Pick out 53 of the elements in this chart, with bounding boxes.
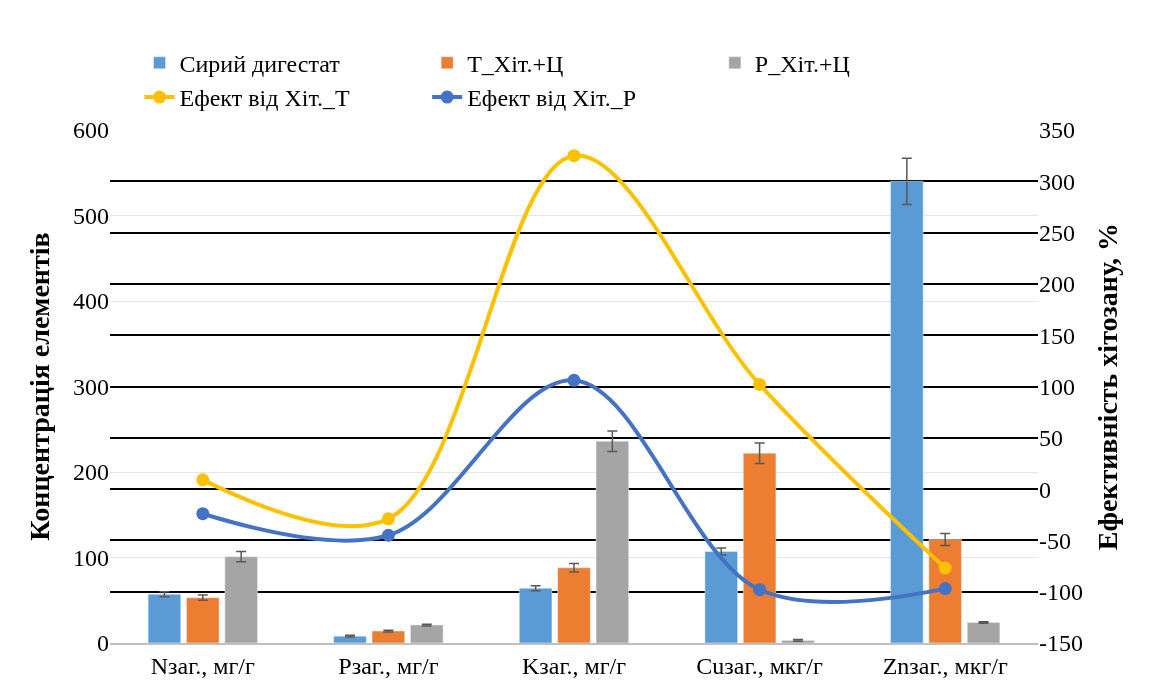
y-tick-label: 100 [73,544,109,571]
bar [147,594,181,643]
point [381,528,395,542]
y2-tick-label: 350 [1039,117,1075,144]
x-tick-label: Kзаг., мг/г [521,652,627,679]
y2-tick-label: 250 [1039,220,1075,246]
bar [410,624,444,643]
point [381,512,395,526]
x-tick-label: Nзаг., мг/г [150,652,256,679]
y2-tick-label: 0 [1039,476,1051,503]
y2-tick-label: 300 [1039,168,1075,195]
y2-tick-label: 200 [1039,271,1075,298]
y2-tick-label: 150 [1039,322,1075,349]
point [196,473,210,487]
bar [557,567,591,643]
point [938,582,952,596]
bar [224,556,258,643]
y2-tick-label: -100 [1039,579,1083,606]
bar [519,588,553,643]
point [196,507,210,521]
y2-tick-label: 100 [1039,373,1075,400]
bar [186,597,220,643]
y-tick-label: 200 [73,459,109,486]
bar [371,630,405,643]
y-tick-label: 400 [73,288,109,315]
point [567,373,581,387]
legend-label: Сирий дигестат [179,51,341,78]
bar [890,181,924,643]
y2-tick-label: 50 [1039,425,1063,452]
point [567,149,581,163]
y-tick-label: 500 [73,202,109,229]
x-tick-label: Znзаг., мкг/г [882,652,1008,679]
point [753,377,767,391]
bar [333,635,367,643]
bar [595,440,629,643]
bar [704,551,738,643]
x-tick-label: Pзаг., мг/г [338,652,439,679]
legend-label: Т_Хіт.+Ц [467,51,564,78]
y-tick-label: 0 [97,630,109,657]
legend-label: Р_Хіт.+Ц [754,51,850,78]
legend-label: Ефект від Хіт._Р [467,85,637,112]
y-tick-label: 300 [73,373,109,400]
legend-label: Ефект від Хіт._Т [179,85,351,112]
point [753,583,767,597]
bar [967,622,1001,643]
y2-axis-title: Ефективність хітозану, % [1092,222,1124,551]
y-tick-label: 600 [73,117,109,144]
bar [743,452,777,643]
x-tick-label: Cuзаг., мкг/г [696,652,823,679]
point [938,561,952,575]
y2-tick-label: -150 [1039,630,1083,657]
y-axis-title: Концентрація елементів [23,232,55,541]
y2-tick-label: -50 [1039,527,1071,554]
